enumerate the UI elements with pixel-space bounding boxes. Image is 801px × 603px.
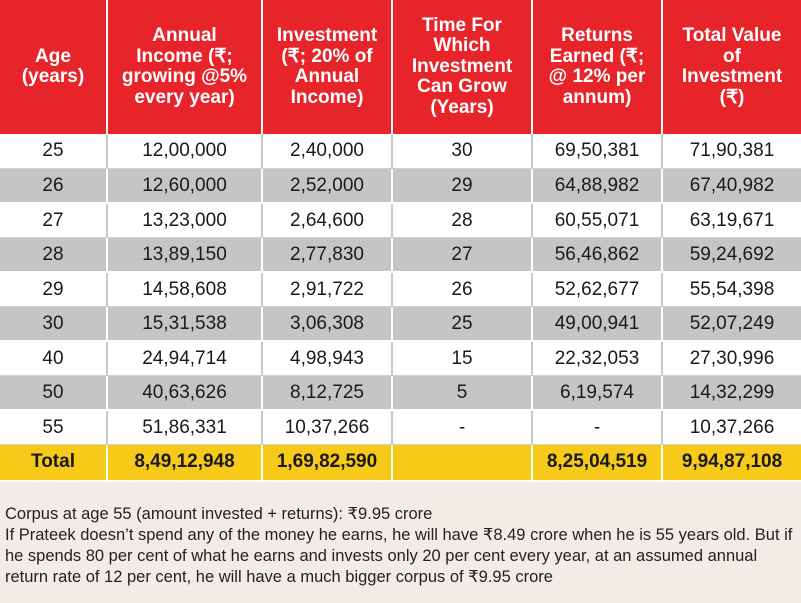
cell-returns: 49,00,941: [532, 306, 663, 342]
cell-total: 27,30,996: [662, 341, 801, 376]
cell-age: 27: [0, 203, 108, 238]
total-income: 8,49,12,948: [107, 444, 263, 482]
total-returns: 8,25,04,519: [532, 444, 663, 482]
cell-income: 12,60,000: [107, 168, 263, 204]
cell-investment: 10,37,266: [262, 410, 393, 445]
footnote-explanation: If Prateek doesn’t spend any of the mone…: [5, 526, 793, 586]
cell-time: 26: [392, 272, 533, 307]
cell-age: 40: [0, 341, 108, 376]
cell-returns: 6,19,574: [532, 375, 663, 411]
cell-age: 29: [0, 272, 108, 307]
cell-income: 12,00,000: [107, 134, 263, 169]
cell-age: 30: [0, 306, 108, 342]
footnote: Corpus at age 55 (amount invested + retu…: [5, 504, 797, 588]
cell-income: 51,86,331: [107, 410, 263, 445]
total-time: [392, 444, 533, 482]
cell-total: 71,90,381: [662, 134, 801, 169]
cell-returns: -: [532, 410, 663, 445]
cell-income: 14,58,608: [107, 272, 263, 307]
header-time: Time For Which Investment Can Grow (Year…: [392, 0, 533, 134]
header-investment: Investment (₹; 20% of Annual Income): [262, 0, 393, 134]
cell-time: 27: [392, 237, 533, 273]
table-row: 25 12,00,000 2,40,000 30 69,50,381 71,90…: [0, 134, 801, 169]
total-label: Total: [0, 444, 108, 482]
cell-returns: 60,55,071: [532, 203, 663, 238]
cell-total: 52,07,249: [662, 306, 801, 342]
cell-total: 63,19,671: [662, 203, 801, 238]
total-row: Total 8,49,12,948 1,69,82,590 8,25,04,51…: [0, 444, 801, 482]
cell-total: 55,54,398: [662, 272, 801, 307]
cell-returns: 56,46,862: [532, 237, 663, 273]
cell-income: 15,31,538: [107, 306, 263, 342]
table-row: 29 14,58,608 2,91,722 26 52,62,677 55,54…: [0, 272, 801, 307]
table-row: 28 13,89,150 2,77,830 27 56,46,862 59,24…: [0, 237, 801, 273]
cell-returns: 52,62,677: [532, 272, 663, 307]
table-row: 55 51,86,331 10,37,266 - - 10,37,266: [0, 410, 801, 445]
cell-total: 14,32,299: [662, 375, 801, 411]
cell-total: 67,40,982: [662, 168, 801, 204]
cell-age: 25: [0, 134, 108, 169]
cell-time: -: [392, 410, 533, 445]
cell-income: 13,23,000: [107, 203, 263, 238]
cell-time: 28: [392, 203, 533, 238]
footnote-corpus: Corpus at age 55 (amount invested + retu…: [5, 505, 433, 523]
cell-returns: 69,50,381: [532, 134, 663, 169]
cell-investment: 3,06,308: [262, 306, 393, 342]
header-returns: Returns Earned (₹; @ 12% per annum): [532, 0, 663, 134]
table-row: 26 12,60,000 2,52,000 29 64,88,982 67,40…: [0, 168, 801, 204]
header-annual-income: Annual Income (₹; growing @5% every year…: [107, 0, 263, 134]
cell-investment: 2,64,600: [262, 203, 393, 238]
cell-investment: 4,98,943: [262, 341, 393, 376]
cell-investment: 2,91,722: [262, 272, 393, 307]
total-value: 9,94,87,108: [662, 444, 801, 482]
total-investment: 1,69,82,590: [262, 444, 393, 482]
cell-income: 24,94,714: [107, 341, 263, 376]
table-row: 40 24,94,714 4,98,943 15 22,32,053 27,30…: [0, 341, 801, 376]
cell-time: 30: [392, 134, 533, 169]
header-row: Age (years) Annual Income (₹; growing @5…: [0, 0, 801, 134]
header-total-value: Total Value of Investment (₹): [662, 0, 801, 134]
cell-time: 29: [392, 168, 533, 204]
cell-time: 5: [392, 375, 533, 411]
cell-age: 50: [0, 375, 108, 411]
cell-time: 15: [392, 341, 533, 376]
cell-investment: 8,12,725: [262, 375, 393, 411]
cell-age: 26: [0, 168, 108, 204]
cell-total: 10,37,266: [662, 410, 801, 445]
cell-income: 13,89,150: [107, 237, 263, 273]
cell-returns: 64,88,982: [532, 168, 663, 204]
cell-age: 55: [0, 410, 108, 445]
cell-income: 40,63,626: [107, 375, 263, 411]
cell-investment: 2,40,000: [262, 134, 393, 169]
cell-investment: 2,52,000: [262, 168, 393, 204]
cell-total: 59,24,692: [662, 237, 801, 273]
investment-table: Age (years) Annual Income (₹; growing @5…: [0, 0, 801, 482]
cell-returns: 22,32,053: [532, 341, 663, 376]
cell-time: 25: [392, 306, 533, 342]
table-row: 50 40,63,626 8,12,725 5 6,19,574 14,32,2…: [0, 375, 801, 411]
cell-investment: 2,77,830: [262, 237, 393, 273]
table-row: 30 15,31,538 3,06,308 25 49,00,941 52,07…: [0, 306, 801, 342]
cell-age: 28: [0, 237, 108, 273]
table-row: 27 13,23,000 2,64,600 28 60,55,071 63,19…: [0, 203, 801, 238]
header-age: Age (years): [0, 0, 108, 134]
